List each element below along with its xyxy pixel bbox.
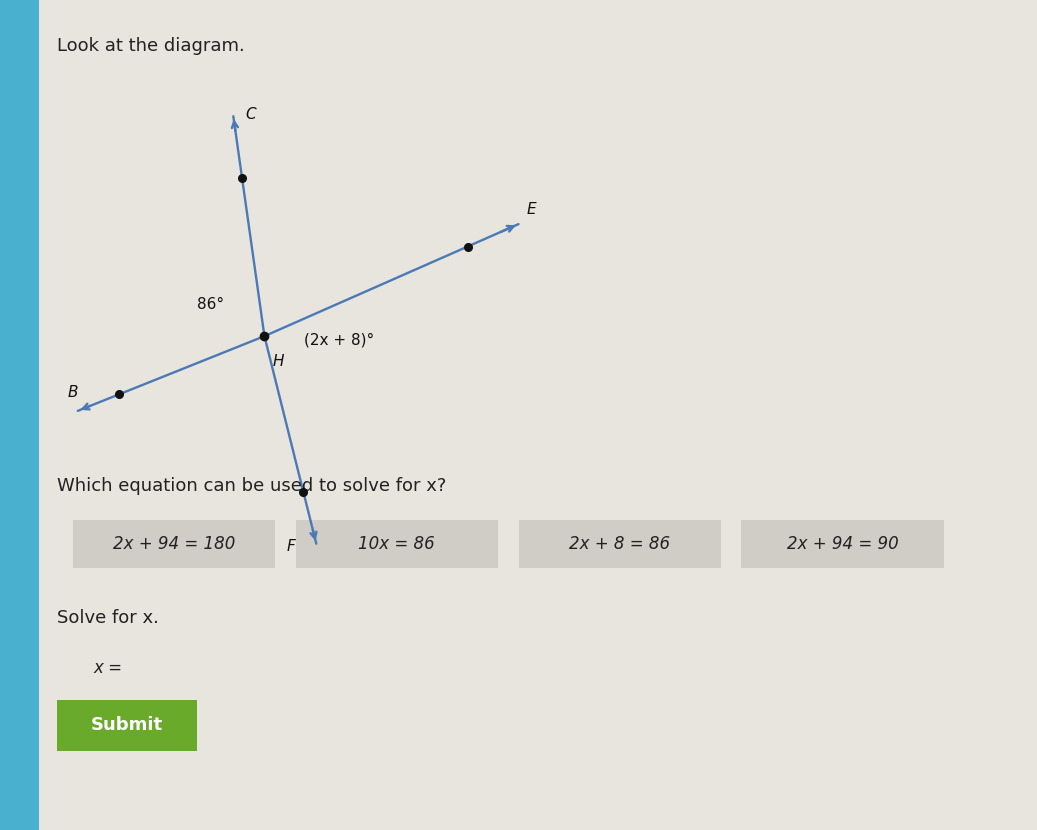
Text: F: F bbox=[287, 539, 296, 554]
Bar bbox=[296, 520, 498, 568]
Text: C: C bbox=[246, 107, 256, 122]
Text: 10x = 86: 10x = 86 bbox=[358, 535, 436, 553]
Text: 2x + 94 = 90: 2x + 94 = 90 bbox=[787, 535, 898, 553]
Text: E: E bbox=[527, 203, 536, 217]
Bar bbox=[57, 700, 197, 751]
Text: Submit: Submit bbox=[91, 716, 163, 735]
Text: B: B bbox=[67, 385, 78, 400]
Text: H: H bbox=[273, 354, 284, 369]
Text: Which equation can be used to solve for x?: Which equation can be used to solve for … bbox=[57, 476, 446, 495]
Text: x =: x = bbox=[93, 659, 122, 677]
Bar bbox=[73, 520, 275, 568]
Bar bbox=[0, 0, 39, 830]
Text: Solve for x.: Solve for x. bbox=[57, 609, 159, 627]
Text: (2x + 8)°: (2x + 8)° bbox=[304, 333, 374, 348]
Bar bbox=[518, 520, 721, 568]
Bar bbox=[741, 520, 944, 568]
Text: 2x + 8 = 86: 2x + 8 = 86 bbox=[569, 535, 670, 553]
Text: Look at the diagram.: Look at the diagram. bbox=[57, 37, 245, 56]
Text: 2x + 94 = 180: 2x + 94 = 180 bbox=[112, 535, 235, 553]
Text: 86°: 86° bbox=[197, 297, 224, 312]
